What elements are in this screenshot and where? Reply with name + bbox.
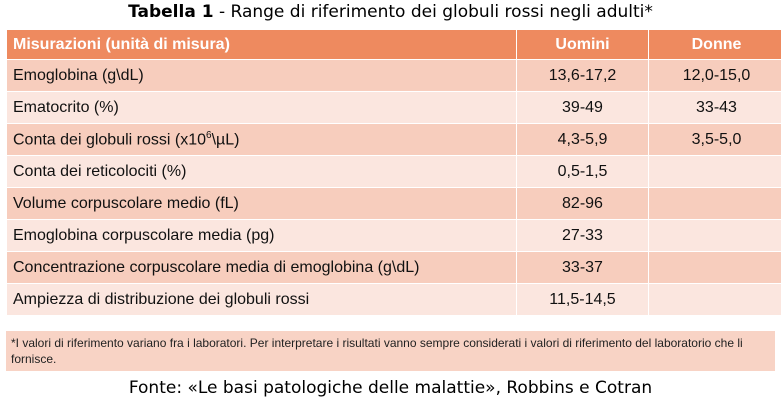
row-label: Conta dei globuli rossi (x106\µL) (6, 123, 517, 156)
row-label-sup: 6 (206, 129, 212, 141)
row-label: Emoglobina (g\dL) (6, 59, 517, 92)
table-title: Tabella 1 - Range di riferimento dei glo… (0, 2, 781, 22)
table-footnote: *I valori di riferimento variano fra i l… (6, 331, 775, 371)
row-men-value: 82-96 (516, 187, 649, 220)
row-women-value: 12,0-15,0 (648, 59, 781, 92)
row-label: Ampiezza di distribuzione dei globuli ro… (6, 283, 517, 316)
table-row: Emoglobina (g\dL) 13,6-17,2 12,0-15,0 (6, 59, 781, 92)
row-label: Concentrazione corpuscolare media di emo… (6, 251, 517, 284)
table-row: Ematocrito (%) 39-49 33-43 (6, 91, 781, 124)
row-men-value: 4,3-5,9 (516, 123, 649, 156)
row-label-post: \µL) (211, 131, 240, 149)
row-label: Volume corpuscolare medio (fL) (6, 187, 517, 220)
title-text: Range di riferimento dei globuli rossi n… (230, 2, 653, 22)
title-separator: - (213, 2, 231, 22)
row-men-value: 39-49 (516, 91, 649, 124)
row-women-value: 3,5-5,0 (648, 123, 781, 156)
header-row: Misurazioni (unità di misura) Uomini Don… (6, 29, 781, 60)
row-women-value (648, 219, 781, 252)
reference-table: Misurazioni (unità di misura) Uomini Don… (6, 29, 781, 316)
row-men-value: 33-37 (516, 251, 649, 284)
row-women-value (648, 155, 781, 188)
header-measurement: Misurazioni (unità di misura) (6, 29, 517, 60)
row-label-pre: Conta dei globuli rossi (x10 (13, 131, 206, 149)
row-label: Emoglobina corpuscolare media (pg) (6, 219, 517, 252)
row-women-value (648, 251, 781, 284)
table-row: Emoglobina corpuscolare media (pg) 27-33 (6, 219, 781, 252)
row-women-value: 33-43 (648, 91, 781, 124)
source-citation: Fonte: «Le basi patologiche delle malatt… (128, 378, 653, 398)
row-label: Conta dei reticolociti (%) (6, 155, 517, 188)
header-men: Uomini (516, 29, 649, 60)
table-number: Tabella 1 (128, 2, 214, 22)
row-men-value: 27-33 (516, 219, 649, 252)
row-men-value: 13,6-17,2 (516, 59, 649, 92)
table-row: Volume corpuscolare medio (fL) 82-96 (6, 187, 781, 220)
row-women-value (648, 187, 781, 220)
table-row: Ampiezza di distribuzione dei globuli ro… (6, 283, 781, 316)
table-row: Concentrazione corpuscolare media di emo… (6, 251, 781, 284)
header-women: Donne (648, 29, 781, 60)
table-row: Conta dei reticolociti (%) 0,5-1,5 (6, 155, 781, 188)
row-men-value: 0,5-1,5 (516, 155, 649, 188)
row-label: Ematocrito (%) (6, 91, 517, 124)
table-row: Conta dei globuli rossi (x106\µL) 4,3-5,… (6, 123, 781, 156)
row-men-value: 11,5-14,5 (516, 283, 649, 316)
row-women-value (648, 283, 781, 316)
